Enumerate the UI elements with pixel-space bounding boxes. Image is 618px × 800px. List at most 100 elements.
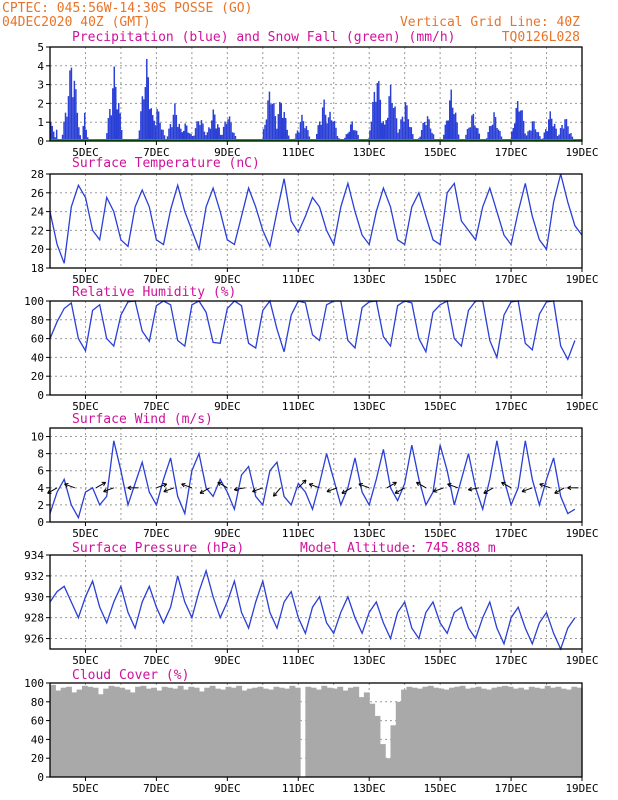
precip-bar xyxy=(379,99,382,141)
wind-arrow xyxy=(501,481,512,489)
precip-title: Precipitation (blue) and Snow Fall (gree… xyxy=(72,30,456,45)
precip-bar xyxy=(321,107,324,141)
cloud-bar xyxy=(369,703,376,777)
precip-bar xyxy=(330,120,333,141)
precip-bar xyxy=(537,132,540,141)
cloud-bar xyxy=(443,689,450,777)
precip-bar xyxy=(394,106,396,141)
cloud-bar xyxy=(534,687,541,777)
cloud-bar xyxy=(374,715,381,777)
precip-bar xyxy=(274,116,277,141)
cloud-bar xyxy=(353,686,360,777)
temp-title: Surface Temperature (nC) xyxy=(72,156,260,171)
wind-arrow xyxy=(483,487,494,494)
precip-bar xyxy=(478,133,481,141)
precip-bar xyxy=(491,124,494,141)
precip-bar xyxy=(282,117,284,141)
x-tick-label: 17DEC xyxy=(495,782,528,795)
y-tick-label: 60 xyxy=(31,333,44,346)
y-tick-label: 100 xyxy=(24,677,44,690)
x-tick-label: 7DEC xyxy=(143,527,170,540)
precip-bar xyxy=(143,99,145,141)
precip-bar xyxy=(518,111,520,141)
cloud-bar xyxy=(87,686,94,777)
precip-bar xyxy=(397,132,399,141)
precip-bar xyxy=(487,131,489,141)
precip-bar xyxy=(561,124,563,141)
cloud-bar xyxy=(411,687,418,777)
wind-arrow xyxy=(447,482,459,489)
precip-bar xyxy=(156,109,158,141)
precip-bar xyxy=(203,131,206,141)
cloud-bar xyxy=(401,689,408,777)
precip-bar xyxy=(112,88,114,141)
wind-arrow xyxy=(308,482,320,489)
wind-arrow xyxy=(252,487,263,493)
precip-bar xyxy=(336,136,339,141)
cloud-bar xyxy=(523,689,530,777)
x-tick-label: 11DEC xyxy=(282,654,315,667)
cloud-bar xyxy=(172,688,179,777)
precip-bar xyxy=(422,122,424,141)
x-tick-label: 7DEC xyxy=(143,654,170,667)
precip-bar xyxy=(516,101,519,141)
precip-bar xyxy=(157,111,160,141)
x-tick-label: 9DEC xyxy=(214,400,241,413)
precip-bar xyxy=(159,122,161,141)
precip-bar xyxy=(295,133,297,141)
precip-bar xyxy=(117,102,120,141)
precip-bar xyxy=(264,124,266,141)
precip-bar xyxy=(351,121,353,141)
precip-bar xyxy=(429,128,432,141)
cloud-bar xyxy=(124,689,131,777)
cloud-bar xyxy=(273,686,280,777)
precip-bar xyxy=(69,70,71,141)
precip-bar xyxy=(522,120,525,141)
cloud-title: Cloud Cover (%) xyxy=(72,668,189,683)
y-tick-label: 24 xyxy=(31,206,45,219)
header-datetime: 04DEC2020 40Z (GMT) xyxy=(2,15,151,30)
y-tick-label: 40 xyxy=(31,733,44,746)
cloud-bar xyxy=(294,687,301,777)
y-tick-label: 932 xyxy=(24,570,44,583)
precip-bar xyxy=(316,133,318,141)
cloud-bar xyxy=(342,690,349,777)
panel-4: 926 928 930 932 934 5DEC 7DEC 9DEC 11DEC 13DEC 15D… xyxy=(24,549,598,667)
precip-bar xyxy=(162,129,164,141)
cloud-bar xyxy=(60,687,67,777)
precip-bar xyxy=(154,125,157,141)
precip-bar xyxy=(471,115,473,141)
precip-bar xyxy=(347,133,349,141)
precip-bar xyxy=(178,123,181,141)
precip-bar xyxy=(398,129,401,141)
x-tick-label: 11DEC xyxy=(282,146,315,159)
x-tick-label: 9DEC xyxy=(214,782,241,795)
precip-bar xyxy=(169,123,172,141)
precip-bar xyxy=(221,134,223,141)
precip-bar xyxy=(72,97,74,141)
precip-bar xyxy=(67,96,70,141)
y-tick-label: 2 xyxy=(37,97,44,110)
precip-bar xyxy=(446,120,448,141)
cloud-bar xyxy=(278,687,285,777)
x-tick-label: 5DEC xyxy=(72,782,99,795)
precip-bar xyxy=(386,117,389,141)
precip-bar xyxy=(404,102,407,141)
precip-bar xyxy=(216,124,219,141)
precip-bar xyxy=(215,128,217,141)
precip-bar xyxy=(144,87,147,141)
x-tick-label: 19DEC xyxy=(565,782,598,795)
precip-bar xyxy=(270,104,272,141)
cloud-bar xyxy=(204,687,211,777)
y-tick-label: 26 xyxy=(31,187,44,200)
precip-bar xyxy=(224,121,226,141)
precip-bar xyxy=(214,114,216,141)
cloud-bar xyxy=(135,686,142,777)
wind-arrow xyxy=(127,485,139,491)
precip-bar xyxy=(219,134,222,141)
precip-bar xyxy=(494,117,497,141)
precip-bar xyxy=(443,134,445,141)
cloud-bar xyxy=(417,688,423,777)
precip-bar xyxy=(389,84,392,141)
